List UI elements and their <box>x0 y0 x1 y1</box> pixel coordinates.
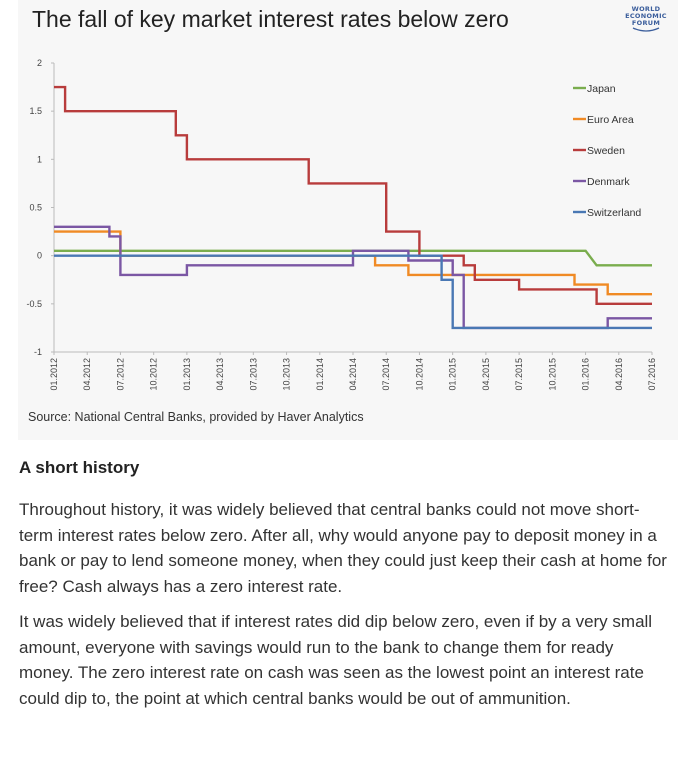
y-tick-label: 1 <box>37 154 42 164</box>
x-tick-label: 04.2012 <box>82 358 92 391</box>
article-paragraph-2: It was widely believed that if interest … <box>19 612 653 708</box>
x-tick-label: 07.2014 <box>381 358 391 391</box>
x-tick-label: 04.2015 <box>481 358 491 391</box>
legend-label-japan: Japan <box>587 83 616 95</box>
series-line-denmark <box>54 225 652 330</box>
legend-label-switzerland: Switzerland <box>587 207 641 219</box>
article-paragraph-1: Throughout history, it was widely believ… <box>19 500 667 596</box>
series-line-japan <box>54 249 652 267</box>
x-tick-label: 04.2014 <box>348 358 358 391</box>
x-tick-label: 01.2016 <box>581 358 591 391</box>
x-tick-label: 07.2012 <box>115 358 125 391</box>
world-economic-forum-logo: WORLD ECONOMIC FORUM <box>618 6 674 33</box>
logo-swoosh-icon <box>632 27 660 32</box>
x-tick-label: 10.2012 <box>149 358 159 391</box>
x-tick-label: 04.2016 <box>614 358 624 391</box>
logo-line-3: FORUM <box>631 19 661 27</box>
legend-label-euro-area: Euro Area <box>587 114 634 126</box>
x-tick-label: 01.2013 <box>182 358 192 391</box>
chart-source: Source: National Central Banks, provided… <box>28 410 364 424</box>
chart-title: The fall of key market interest rates be… <box>32 6 509 32</box>
y-tick-label: 2 <box>37 58 42 68</box>
x-tick-label: 07.2016 <box>647 358 657 391</box>
x-tick-label: 10.2014 <box>414 358 424 391</box>
y-tick-label: -1 <box>34 347 42 357</box>
x-tick-label: 01.2014 <box>315 358 325 391</box>
x-tick-label: 07.2015 <box>514 358 524 391</box>
y-tick-label: 0 <box>37 251 42 261</box>
section-heading: A short history <box>19 458 140 477</box>
x-tick-label: 10.2015 <box>547 358 557 391</box>
legend-label-denmark: Denmark <box>587 176 630 188</box>
logo-line-1: WORLD <box>631 5 661 13</box>
chart-plot: 2 1.5 1 0.5 0 -0.5 -1 01.2012 04.2012 07.2012 10.2… <box>26 58 657 391</box>
x-tick-label: 10.2013 <box>282 358 292 391</box>
x-tick-label: 01.2012 <box>49 358 59 391</box>
legend-label-sweden: Sweden <box>587 145 625 157</box>
y-tick-label: 0.5 <box>29 203 42 213</box>
x-tick-label: 07.2013 <box>248 358 258 391</box>
x-tick-label: 04.2013 <box>215 358 225 391</box>
y-tick-label: -0.5 <box>26 299 42 309</box>
x-tick-label: 01.2015 <box>448 358 458 391</box>
series-line-sweden <box>54 85 652 305</box>
y-tick-label: 1.5 <box>29 106 42 116</box>
article: A short history Throughout history, it w… <box>19 458 669 721</box>
logo-line-2: ECONOMIC <box>625 12 667 20</box>
chart-card: The fall of key market interest rates be… <box>18 0 678 440</box>
series-line-switzerland <box>54 254 652 330</box>
